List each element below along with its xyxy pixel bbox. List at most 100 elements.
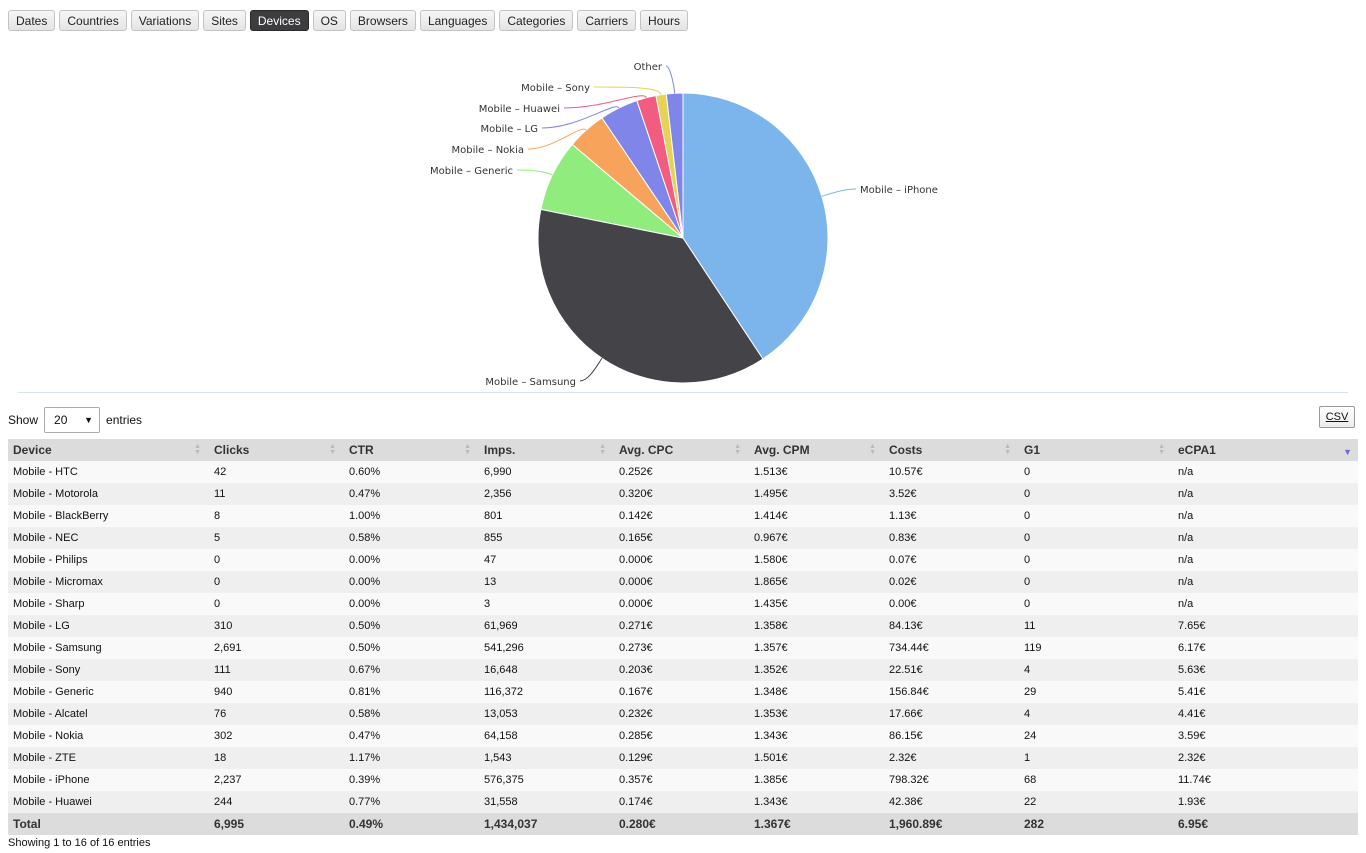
sort-icon: ▲ ▼ (599, 443, 606, 456)
cell-costs: 1.13€ (884, 505, 1019, 527)
cell-avg-cpc: 0.232€ (614, 703, 749, 725)
pie-slice-1[interactable] (537, 208, 764, 384)
pie-label-1: Mobile – Samsung (485, 377, 576, 388)
table-row: Mobile - Alcatel 76 0.58% 13,053 0.232€ 1.353… (8, 703, 1358, 725)
cell-g1: 0 (1019, 593, 1173, 615)
cell-clicks: 0 (209, 593, 344, 615)
tab-hours[interactable]: Hours (640, 10, 689, 31)
column-header-costs[interactable]: Costs ▲ ▼ (884, 439, 1019, 461)
cell-device: Mobile - iPhone (8, 769, 209, 791)
sort-icon: ▲ ▼ (194, 443, 201, 456)
cell-avg-cpm: 1.865€ (749, 571, 884, 593)
cell-avg-cpc: 0.165€ (614, 527, 749, 549)
cell-avg-cpc: 0.203€ (614, 659, 749, 681)
tab-sites[interactable]: Sites (203, 10, 246, 31)
column-header-ctr[interactable]: CTR ▲ ▼ (344, 439, 479, 461)
total-cell: 1,434,037 (479, 813, 614, 835)
tab-categories[interactable]: Categories (499, 10, 574, 31)
pie-label-5: Mobile – Huawei (479, 104, 560, 115)
cell-avg-cpc: 0.271€ (614, 615, 749, 637)
report-tabs: Dates Countries Variations Sites Devices OS Br… (8, 10, 689, 31)
column-header-clicks[interactable]: Clicks ▲ ▼ (209, 439, 344, 461)
column-header-avg-cpm[interactable]: Avg. CPM ▲ ▼ (749, 439, 884, 461)
pie-label-3: Mobile – Nokia (452, 145, 524, 156)
cell-device: Mobile - Nokia (8, 725, 209, 747)
cell-imps: 2,356 (479, 483, 614, 505)
cell-ctr: 0.47% (344, 725, 479, 747)
table-row: Mobile - Philips 0 0.00% 47 0.000€ 1.580€ 0.07… (8, 549, 1358, 571)
pie-label-4: Mobile – LG (481, 124, 538, 135)
tab-browsers[interactable]: Browsers (349, 10, 416, 31)
column-header-imps[interactable]: Imps. ▲ ▼ (479, 439, 614, 461)
cell-costs: 2.32€ (884, 747, 1019, 769)
cell-ctr: 0.50% (344, 637, 479, 659)
cell-ctr: 0.47% (344, 483, 479, 505)
cell-avg-cpc: 0.285€ (614, 725, 749, 747)
csv-export-button[interactable]: CSV (1319, 406, 1355, 428)
total-cell: 0.280€ (614, 813, 749, 835)
cell-ctr: 0.58% (344, 527, 479, 549)
cell-avg-cpc: 0.000€ (614, 593, 749, 615)
cell-clicks: 42 (209, 461, 344, 483)
cell-costs: 0.07€ (884, 549, 1019, 571)
cell-avg-cpm: 1.358€ (749, 615, 884, 637)
table-row: Mobile - Sony 111 0.67% 16,648 0.203€ 1.352€ 2… (8, 659, 1358, 681)
cell-clicks: 11 (209, 483, 344, 505)
column-header-label: G1 (1024, 443, 1041, 457)
tab-languages[interactable]: Languages (419, 10, 496, 31)
tab-variations[interactable]: Variations (130, 10, 200, 31)
column-header-ecpa1[interactable]: eCPA1 ▼ (1173, 439, 1358, 461)
table-row: Mobile - Huawei 244 0.77% 31,558 0.174€ 1.343… (8, 791, 1358, 813)
tab-dates[interactable]: Dates (8, 10, 56, 31)
cell-costs: 0.02€ (884, 571, 1019, 593)
cell-g1: 4 (1019, 703, 1173, 725)
total-cell: Total (8, 813, 209, 835)
entries-label: entries (106, 413, 143, 427)
cell-device: Mobile - HTC (8, 461, 209, 483)
cell-ctr: 0.81% (344, 681, 479, 703)
cell-imps: 855 (479, 527, 614, 549)
cell-ecpa1: 4.41€ (1173, 703, 1358, 725)
cell-imps: 64,158 (479, 725, 614, 747)
tab-devices[interactable]: Devices (249, 10, 309, 31)
column-header-label: CTR (349, 443, 374, 457)
cell-device: Mobile - Generic (8, 681, 209, 703)
cell-avg-cpc: 0.174€ (614, 791, 749, 813)
cell-clicks: 2,691 (209, 637, 344, 659)
cell-imps: 6,990 (479, 461, 614, 483)
cell-ecpa1: 7.65€ (1173, 615, 1358, 637)
cell-imps: 13 (479, 571, 614, 593)
cell-ctr: 0.67% (344, 659, 479, 681)
entries-select-value: 20 (54, 413, 68, 427)
cell-costs: 22.51€ (884, 659, 1019, 681)
pie-connector-4 (541, 106, 620, 129)
cell-clicks: 76 (209, 703, 344, 725)
cell-ecpa1: 5.63€ (1173, 659, 1358, 681)
cell-ecpa1: 11.74€ (1173, 769, 1358, 791)
pie-connector-0 (821, 188, 857, 197)
column-header-g1[interactable]: G1 ▲ ▼ (1019, 439, 1173, 461)
cell-avg-cpm: 1.414€ (749, 505, 884, 527)
cell-ecpa1: n/a (1173, 527, 1358, 549)
tab-os[interactable]: OS (312, 10, 346, 31)
cell-imps: 1,543 (479, 747, 614, 769)
tab-carriers[interactable]: Carriers (577, 10, 637, 31)
entries-select[interactable]: 20 ▼ (44, 407, 101, 433)
cell-device: Mobile - BlackBerry (8, 505, 209, 527)
table-row: Mobile - Samsung 2,691 0.50% 541,296 0.273€ 1… (8, 637, 1358, 659)
cell-g1: 22 (1019, 791, 1173, 813)
cell-ecpa1: n/a (1173, 593, 1358, 615)
sort-desc-icon: ▼ (1343, 447, 1352, 457)
cell-g1: 0 (1019, 461, 1173, 483)
cell-g1: 68 (1019, 769, 1173, 791)
sort-icon: ▲ ▼ (1158, 443, 1165, 456)
cell-g1: 4 (1019, 659, 1173, 681)
column-header-device[interactable]: Device ▲ ▼ (8, 439, 209, 461)
sort-icon: ▲ ▼ (464, 443, 471, 456)
column-header-avg-cpc[interactable]: Avg. CPC ▲ ▼ (614, 439, 749, 461)
table-row: Mobile - HTC 42 0.60% 6,990 0.252€ 1.513€ 10.5… (8, 461, 1358, 483)
cell-g1: 11 (1019, 615, 1173, 637)
cell-g1: 119 (1019, 637, 1173, 659)
cell-g1: 0 (1019, 505, 1173, 527)
tab-countries[interactable]: Countries (59, 10, 127, 31)
